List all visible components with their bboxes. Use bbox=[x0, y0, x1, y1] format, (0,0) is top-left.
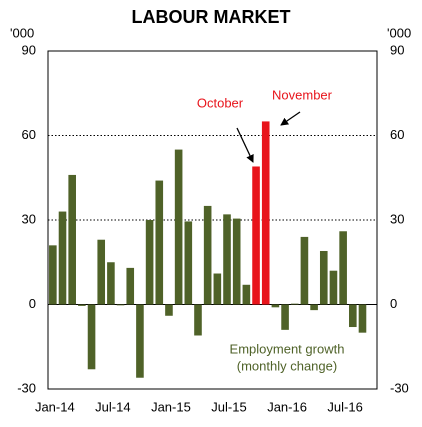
bar bbox=[252, 166, 260, 305]
y2-tick-label: 0 bbox=[390, 296, 397, 311]
bar bbox=[339, 231, 347, 305]
bar bbox=[126, 267, 135, 305]
annotation: November bbox=[272, 87, 333, 102]
bar bbox=[281, 304, 289, 330]
bar bbox=[213, 273, 222, 305]
x-tick-label: Jul-16 bbox=[327, 399, 362, 414]
y-tick-label: 60 bbox=[22, 127, 36, 142]
bar bbox=[329, 270, 338, 305]
bar bbox=[310, 304, 318, 311]
bar bbox=[194, 304, 202, 336]
bar bbox=[78, 304, 86, 306]
bar bbox=[271, 304, 280, 308]
bar bbox=[261, 121, 270, 305]
bar bbox=[136, 304, 144, 378]
bar bbox=[145, 220, 154, 305]
bar bbox=[232, 218, 241, 305]
bar bbox=[155, 180, 164, 305]
bar bbox=[290, 303, 299, 305]
bar bbox=[184, 221, 193, 305]
y2-tick-label: 30 bbox=[390, 211, 404, 226]
bar bbox=[349, 304, 357, 328]
annotation: October bbox=[197, 95, 244, 110]
bar bbox=[203, 205, 212, 305]
bar bbox=[49, 245, 57, 305]
bar bbox=[223, 214, 231, 305]
y-tick-label: 0 bbox=[29, 296, 36, 311]
bar bbox=[165, 304, 173, 316]
chart-title: LABOUR MARKET bbox=[132, 7, 291, 27]
annotation: Employment growth bbox=[230, 341, 345, 356]
y-tick-label: 30 bbox=[22, 211, 36, 226]
y-unit: '000 bbox=[10, 25, 34, 40]
bar bbox=[97, 239, 106, 305]
x-tick-label: Jul-14 bbox=[95, 399, 130, 414]
bar bbox=[116, 304, 125, 306]
bar bbox=[87, 304, 96, 370]
bar bbox=[300, 236, 309, 305]
bar bbox=[242, 284, 251, 305]
y2-tick-label: 60 bbox=[390, 127, 404, 142]
arrow bbox=[280, 111, 301, 126]
y-tick-label: -30 bbox=[17, 380, 36, 395]
bar bbox=[358, 304, 367, 333]
y2-tick-label: 90 bbox=[390, 42, 404, 57]
bar bbox=[107, 262, 115, 305]
x-tick-label: Jul-15 bbox=[211, 399, 246, 414]
y2-unit: '000 bbox=[387, 25, 411, 40]
x-tick-label: Jan-16 bbox=[267, 399, 307, 414]
annotation: (monthly change) bbox=[237, 358, 337, 373]
bar bbox=[174, 149, 183, 305]
x-tick-label: Jan-15 bbox=[151, 399, 191, 414]
x-tick-label: Jan-14 bbox=[35, 399, 75, 414]
arrow bbox=[236, 127, 254, 163]
y2-tick-label: -30 bbox=[390, 380, 409, 395]
bar bbox=[58, 211, 67, 305]
bar bbox=[319, 250, 328, 305]
bar bbox=[68, 174, 76, 305]
y-tick-label: 90 bbox=[22, 42, 36, 57]
